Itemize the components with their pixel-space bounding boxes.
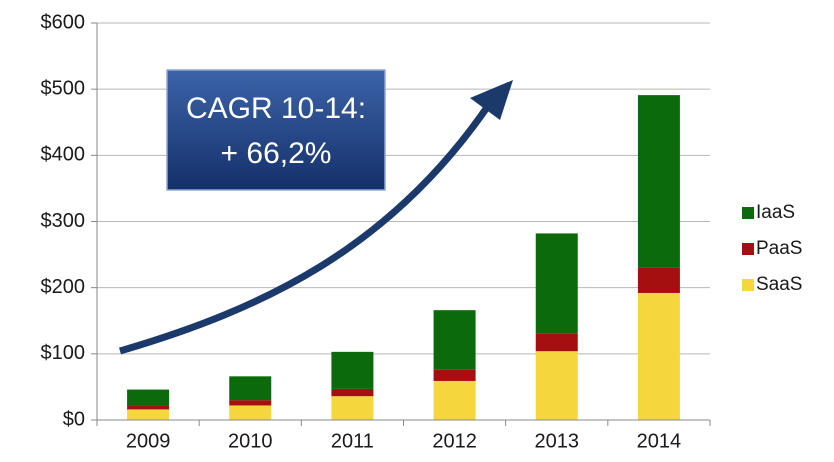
y-tick-label: $600 (41, 11, 86, 33)
x-tick-label: 2012 (432, 430, 477, 452)
bar-segment (331, 351, 374, 389)
x-tick-label: 2009 (126, 430, 171, 452)
bar-segment (433, 380, 476, 420)
annotation-line: + 66,2% (221, 137, 332, 170)
legend-swatch (742, 243, 754, 255)
x-tick-label: 2010 (228, 430, 273, 452)
bar-segment (127, 405, 170, 410)
legend-label: PaaS (756, 238, 802, 259)
bar-segment (433, 310, 476, 370)
legend-swatch (742, 207, 754, 219)
bar-segment (535, 351, 578, 420)
bar-segment (637, 292, 680, 420)
legend-label: IaaS (756, 202, 795, 223)
bar-segment (535, 233, 578, 334)
growth-arrow (119, 101, 493, 355)
bar-segment (535, 333, 578, 352)
bar-segment (229, 376, 272, 401)
legend-label: SaaS (756, 274, 802, 295)
bar-segment (433, 369, 476, 381)
bar-segment (331, 388, 374, 397)
x-tick-label: 2011 (331, 430, 374, 452)
bar-segment (229, 400, 272, 406)
y-tick-label: $100 (41, 342, 86, 364)
bar-segment (127, 389, 170, 406)
y-tick-label: $300 (41, 210, 86, 232)
bar-segment (229, 405, 272, 420)
bar-segment (637, 95, 680, 268)
legend-swatch (742, 279, 754, 291)
annotation-line: CAGR 10-14: (186, 92, 366, 125)
x-tick-label: 2014 (637, 430, 682, 452)
arrow-head (470, 80, 513, 120)
x-tick-label: 2013 (535, 430, 580, 452)
y-tick-label: $0 (63, 408, 85, 430)
bar-segment (637, 267, 680, 293)
bar-segment (127, 409, 170, 420)
bars (127, 95, 680, 420)
legend: SaaS PaaS IaaS (742, 202, 802, 295)
annotation-box (166, 69, 386, 191)
y-tick-label: $500 (41, 77, 86, 99)
y-tick-label: $200 (41, 276, 86, 298)
y-tick-label: $400 (41, 144, 86, 166)
bar-segment (331, 396, 374, 420)
